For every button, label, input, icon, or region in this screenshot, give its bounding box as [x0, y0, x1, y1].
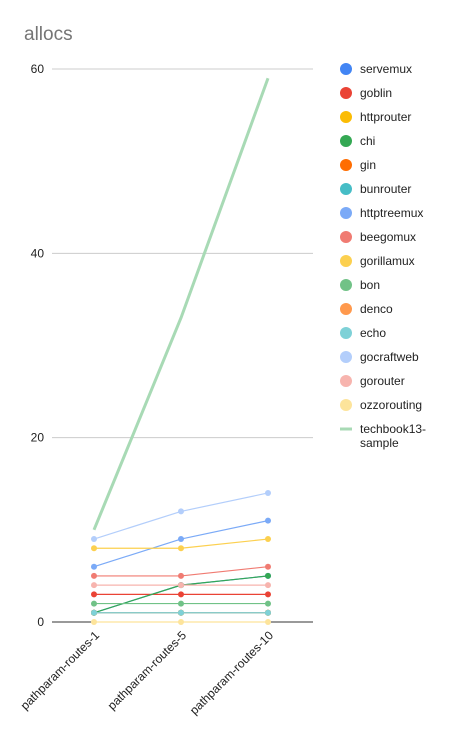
legend-label: httprouter: [360, 110, 411, 124]
legend-swatch-httptreemux: [340, 207, 352, 219]
data-point-chi: [265, 572, 271, 579]
legend-label: techbook13-: [360, 422, 426, 436]
legend-swatch-goblin: [340, 87, 352, 99]
data-point-beegomux: [178, 572, 184, 579]
data-point-gorouter: [178, 582, 184, 589]
series-line-httptreemux: [93, 520, 269, 568]
legend-swatch-ozzorouting: [340, 399, 352, 411]
legend-swatch-gorillamux: [340, 255, 352, 267]
legend-label: servemux: [360, 62, 412, 76]
y-tick-label: 20: [31, 431, 45, 445]
legend-swatch-gocraftweb: [340, 351, 352, 363]
data-point-bon: [91, 600, 97, 607]
legend-label: echo: [360, 326, 386, 340]
data-point-gorouter: [265, 582, 271, 589]
legend-label: gorillamux: [360, 254, 415, 268]
data-point-ozzorouting: [91, 619, 97, 625]
legend-label: chi: [360, 134, 375, 148]
data-point-gocraftweb: [91, 536, 97, 543]
y-tick-label: 40: [31, 246, 45, 260]
x-tick-label: pathparam-routes-5: [105, 628, 190, 713]
chart-title: allocs: [24, 24, 73, 45]
legend-label: ozzorouting: [360, 398, 422, 412]
data-point-bon: [265, 600, 271, 607]
legend-swatch-bunrouter: [340, 183, 352, 195]
data-point-ozzorouting: [178, 619, 184, 625]
legend-swatch-httprouter: [340, 111, 352, 123]
legend-label: goblin: [360, 86, 392, 100]
series-line-techbook13-sample: [92, 77, 270, 531]
legend-label: denco: [360, 302, 393, 316]
data-point-httptreemux: [91, 563, 97, 570]
legend-label-cont: sample: [360, 436, 399, 450]
data-point-bon: [178, 600, 184, 607]
legend-swatch-chi: [340, 135, 352, 147]
legend-swatch-gin: [340, 159, 352, 171]
data-point-gocraftweb: [178, 508, 184, 515]
legend-label: bon: [360, 278, 380, 292]
data-point-gorillamux: [91, 545, 97, 552]
data-point-gorillamux: [178, 545, 184, 552]
data-point-httptreemux: [178, 536, 184, 543]
x-tick-label: pathparam-routes-1: [18, 628, 103, 713]
data-point-gorouter: [91, 582, 97, 589]
data-point-goblin: [91, 591, 97, 598]
data-point-ozzorouting: [265, 619, 271, 625]
data-point-echo: [91, 609, 97, 616]
legend-swatch-bon: [340, 279, 352, 291]
data-point-echo: [265, 609, 271, 616]
legend-label: httptreemux: [360, 206, 423, 220]
legend-label: gocraftweb: [360, 350, 419, 364]
legend-label: beegomux: [360, 230, 416, 244]
legend-swatch-beegomux: [340, 231, 352, 243]
legend-swatch-denco: [340, 303, 352, 315]
data-point-gorillamux: [265, 536, 271, 543]
data-point-goblin: [178, 591, 184, 598]
legend-label: gin: [360, 158, 376, 172]
data-point-httptreemux: [265, 517, 271, 524]
legend-label: bunrouter: [360, 182, 411, 196]
series-line-gocraftweb: [93, 492, 269, 540]
y-tick-label: 60: [31, 62, 45, 76]
y-tick-label: 0: [37, 615, 44, 629]
legend-swatch-servemux: [340, 63, 352, 75]
data-point-goblin: [265, 591, 271, 598]
x-tick-label: pathparam-routes-10: [187, 628, 276, 717]
legend-swatch-echo: [340, 327, 352, 339]
legend-swatch-gorouter: [340, 375, 352, 387]
data-point-gocraftweb: [265, 489, 271, 496]
data-point-echo: [178, 609, 184, 616]
data-point-beegomux: [265, 563, 271, 570]
data-point-beegomux: [91, 572, 97, 579]
legend-label: gorouter: [360, 374, 405, 388]
